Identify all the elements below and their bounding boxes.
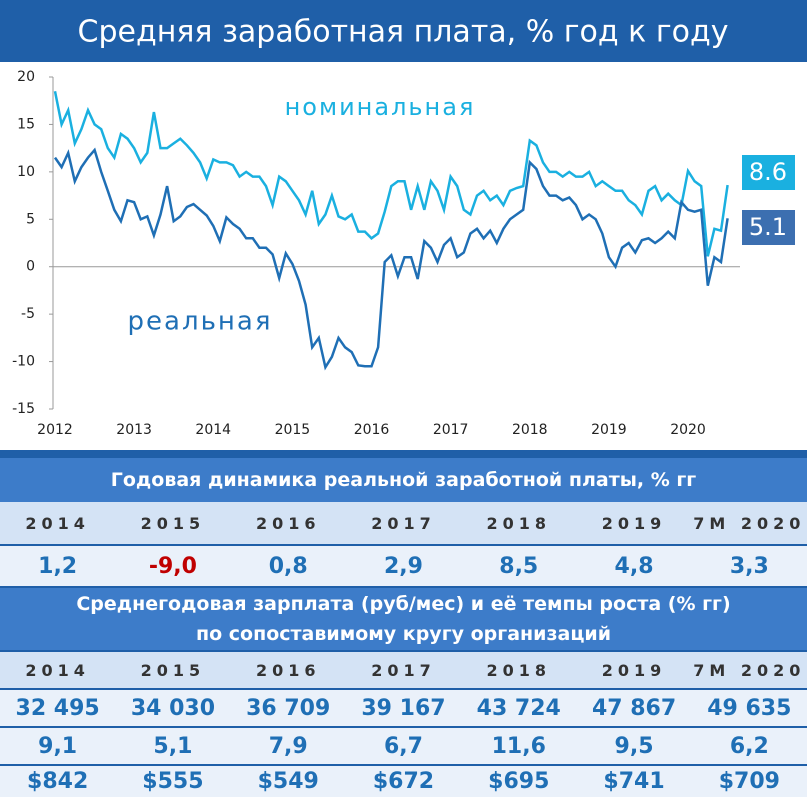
header-cell: 2014 xyxy=(25,660,90,680)
value-cell: 11,6 xyxy=(491,733,546,759)
value-cell: -9,0 xyxy=(148,553,197,579)
value-cell: $741 xyxy=(603,769,665,794)
value-cell: $555 xyxy=(142,769,204,794)
header-cell: 2018 xyxy=(486,513,552,533)
value-cell: 1,2 xyxy=(38,553,78,579)
value-cell: $549 xyxy=(257,769,319,794)
value-cell: 3,3 xyxy=(729,553,769,579)
header-cell: 2016 xyxy=(255,513,321,533)
header-cell: 2019 xyxy=(601,660,667,680)
value-cell: 5,1 xyxy=(153,733,193,759)
end-label: 8.6 xyxy=(749,158,787,186)
end-label-box xyxy=(742,210,795,245)
table-header: 2014 2015 2016 2017 2018 2019 7М 2020 xyxy=(0,502,807,544)
end-label: 5.1 xyxy=(749,213,787,241)
table-title: Годовая динамика реальной заработной пла… xyxy=(0,458,807,502)
y-tick-label: -10 xyxy=(12,354,35,370)
end-label-box xyxy=(742,155,795,190)
table-header: 2014 2015 2016 2017 2018 2019 7М 2020 xyxy=(0,652,807,688)
value-cell: 43 724 xyxy=(476,695,561,721)
header-cell: 7М 2020 xyxy=(693,660,806,680)
value-cell: 6,7 xyxy=(383,733,423,759)
y-tick-label: 20 xyxy=(17,69,35,85)
value-cell: $695 xyxy=(488,769,550,794)
header-cell: 2018 xyxy=(486,660,552,680)
series-line xyxy=(53,90,729,257)
header-cell: 2015 xyxy=(140,513,206,533)
value-cell: 4,8 xyxy=(614,553,654,579)
series-label: номинальная xyxy=(285,93,476,121)
y-tick-label: -5 xyxy=(21,306,35,322)
value-cell: 9,1 xyxy=(38,733,78,759)
header-cell: 7М 2020 xyxy=(693,513,806,533)
x-tick-label: 2016 xyxy=(354,422,390,438)
table-row: $842 $555 $549 $672 $695 $741 $709 xyxy=(0,766,807,797)
header-cell: 2017 xyxy=(371,513,436,533)
x-tick-label: 2017 xyxy=(433,422,469,438)
value-cell: 36 709 xyxy=(246,695,331,721)
header-cell: 2017 xyxy=(371,660,436,680)
value-cell: 8,5 xyxy=(499,553,539,579)
x-tick-label: 2014 xyxy=(195,422,231,438)
y-tick-label: 10 xyxy=(17,164,35,180)
y-tick-label: 5 xyxy=(26,211,35,227)
value-cell: 34 030 xyxy=(130,695,216,721)
table-title: Среднегодовая зарплата (руб/мес) и её те… xyxy=(0,588,807,650)
value-cell: 32 495 xyxy=(15,695,100,721)
chart: Средняя заработная плата, % год к году -… xyxy=(0,0,807,438)
value-cell: 2,9 xyxy=(383,553,423,579)
title-bar xyxy=(0,0,807,62)
value-cell: $709 xyxy=(718,769,780,794)
value-cell: $842 xyxy=(27,769,89,794)
value-cell: $672 xyxy=(372,769,435,794)
header-cell: 2015 xyxy=(140,660,206,680)
value-cell: 49 635 xyxy=(707,695,792,721)
series-label: реальная xyxy=(128,307,273,337)
chart-title: Средняя заработная плата, % год к году xyxy=(78,15,729,50)
value-cell: 7,9 xyxy=(268,733,308,759)
x-tick-label: 2018 xyxy=(512,422,548,438)
value-cell: 47 867 xyxy=(591,695,677,721)
y-tick-label: -15 xyxy=(12,401,35,417)
value-cell: 0,8 xyxy=(268,553,308,579)
x-tick-label: 2012 xyxy=(37,422,73,438)
x-tick-label: 2020 xyxy=(670,422,706,438)
x-tick-label: 2013 xyxy=(116,422,152,438)
header-cell: 2016 xyxy=(255,660,321,680)
value-cell: 39 167 xyxy=(361,695,446,721)
value-cell: 9,5 xyxy=(614,733,654,759)
x-tick-label: 2015 xyxy=(275,422,311,438)
header-cell: 2014 xyxy=(25,513,90,533)
series-line xyxy=(53,147,729,371)
value-cell: 6,2 xyxy=(729,733,769,759)
table-row: 9,1 5,1 7,9 6,7 11,6 9,5 6,2 xyxy=(0,728,807,764)
y-tick-label: 0 xyxy=(26,259,35,275)
table-row: 32 495 34 030 36 709 39 167 43 724 47 867 49 6… xyxy=(0,690,807,726)
y-tick-label: 15 xyxy=(17,116,35,132)
table-row: 1,2 -9,0 0,8 2,9 8,5 4,8 3,3 xyxy=(0,546,807,586)
header-cell: 2019 xyxy=(601,513,667,533)
x-tick-label: 2019 xyxy=(591,422,627,438)
